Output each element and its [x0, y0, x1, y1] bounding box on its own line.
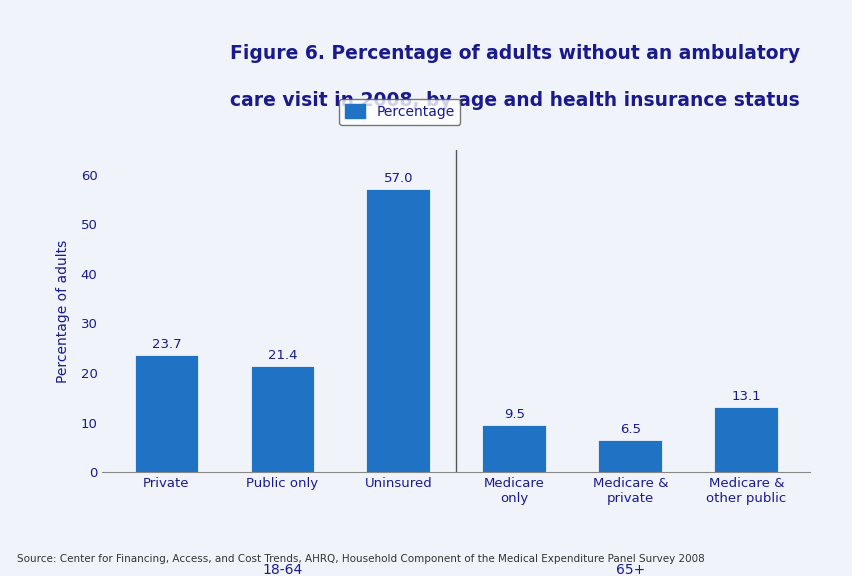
Text: Source: Center for Financing, Access, and Cost Trends, AHRQ, Household Component: Source: Center for Financing, Access, an… [17, 555, 704, 564]
Bar [713, 407, 777, 472]
Text: 6.5: 6.5 [619, 423, 640, 436]
Text: 57.0: 57.0 [383, 172, 412, 185]
Text: care visit in 2008, by age and health insurance status: care visit in 2008, by age and health in… [230, 91, 799, 110]
Bar [366, 190, 429, 472]
Text: Figure 6. Percentage of adults without an ambulatory: Figure 6. Percentage of adults without a… [230, 44, 799, 63]
Y-axis label: Percentage of adults: Percentage of adults [55, 240, 69, 382]
Text: 9.5: 9.5 [504, 408, 524, 421]
Bar [482, 425, 545, 472]
Legend: Percentage: Percentage [338, 98, 460, 124]
Text: 21.4: 21.4 [268, 349, 296, 362]
Text: 65+: 65+ [615, 563, 644, 576]
Text: 18-64: 18-64 [262, 563, 302, 576]
Bar [250, 366, 314, 472]
Text: 13.1: 13.1 [731, 391, 760, 403]
Text: 23.7: 23.7 [152, 338, 181, 351]
Bar [598, 440, 661, 472]
Bar [135, 355, 199, 472]
